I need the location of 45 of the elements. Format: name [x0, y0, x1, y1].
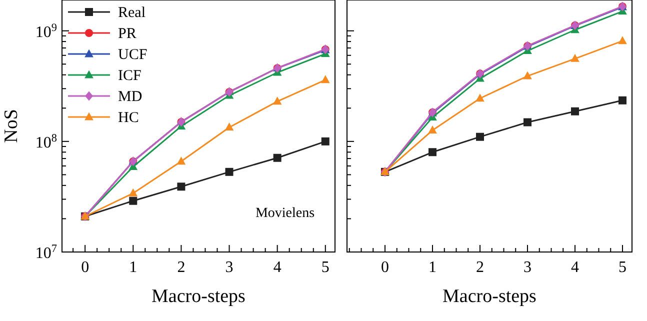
point: [476, 132, 484, 141]
x-tick-label: 5: [618, 259, 626, 276]
point: [524, 118, 532, 126]
point: [570, 54, 580, 62]
annotation: Movielens: [255, 206, 315, 221]
point: [272, 96, 282, 105]
x-axis-title: Macro-steps: [442, 286, 536, 307]
x-tick-label: 3: [524, 259, 532, 276]
legend-label: HC: [118, 110, 139, 126]
y-tick-label: 10$^{8}$: [35, 132, 58, 152]
point: [273, 154, 282, 162]
point: [176, 156, 186, 165]
x-tick-label: 0: [381, 259, 389, 276]
legend-label: UCF: [118, 47, 148, 63]
x-tick-label: 4: [273, 259, 282, 276]
y-tick-label: 10$^{7}$: [35, 243, 58, 262]
point: [428, 148, 436, 156]
x-tick-label: 4: [571, 259, 579, 276]
point: [177, 182, 186, 191]
x-tick-label: 1: [129, 259, 138, 276]
legend-label: PR: [118, 26, 136, 42]
point: [225, 168, 234, 176]
legend-label: Real: [118, 5, 146, 21]
x-tick-label: 2: [177, 259, 186, 276]
x-tick-label: 2: [476, 259, 484, 276]
point: [129, 196, 138, 205]
legend-label: ICF: [118, 68, 142, 84]
point: [224, 122, 234, 131]
legend-label: MD: [118, 89, 142, 105]
y-axis-title: NoS: [1, 109, 22, 143]
point: [523, 71, 532, 80]
point: [428, 126, 437, 134]
point: [618, 36, 627, 44]
x-tick-label: 5: [321, 259, 330, 276]
point: [321, 137, 330, 146]
point: [320, 75, 330, 84]
point: [571, 107, 579, 116]
x-tick-label: 0: [81, 259, 90, 276]
x-tick-label: 1: [428, 259, 436, 276]
x-tick-label: 3: [225, 259, 234, 276]
point: [476, 94, 484, 102]
point: [128, 188, 138, 196]
point: [618, 96, 626, 104]
y-tick-label: 10$^{9}$: [35, 22, 58, 41]
x-axis-title: Macro-steps: [152, 286, 246, 307]
